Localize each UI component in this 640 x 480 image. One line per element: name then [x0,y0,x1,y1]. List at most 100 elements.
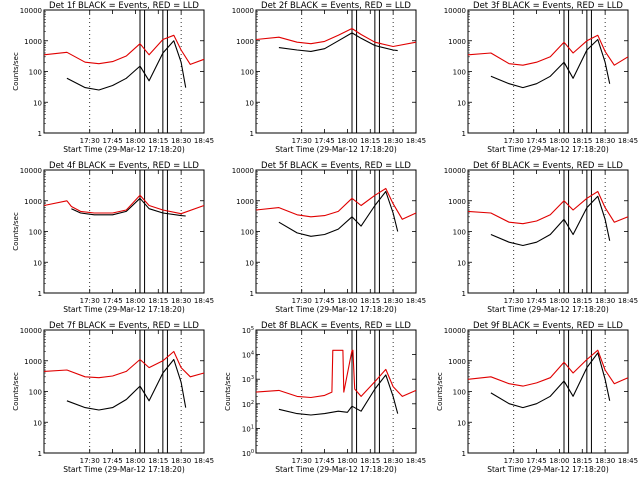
detector-plot-2: Det 2f BLACK = Events, RED = LLD 1 10 100 10… [232,1,426,154]
detector-plot-1: Det 1f BLACK = Events, RED = LLD 1 10 100 10… [12,1,214,154]
y-tick-label: 100 [29,229,42,237]
y-tick-label: 1000 [448,358,466,366]
y-tick-label: 1 [38,130,42,138]
x-axis-label: Start Time (29-Mar-12 17:18:20) [487,145,609,154]
x-tick-label: 18:45 [194,457,214,465]
plot-frame [467,9,629,134]
plot-frame [43,169,205,294]
y-tick-label: 10000 [232,167,254,175]
x-tick-label: 18:30 [171,137,191,145]
y-tick-label: 10 [457,99,466,107]
plot-frame [43,9,205,134]
x-tick-label: 17:30 [504,137,524,145]
x-axis-label: Start Time (29-Mar-12 17:18:20) [63,465,185,474]
y-axis-label: Counts/sec [12,372,20,411]
plot-title: Det 1f BLACK = Events, RED = LLD [49,1,199,11]
plot-title: Det 4f BLACK = Events, RED = LLD [49,161,199,171]
x-tick-label: 18:00 [337,457,357,465]
x-tick-label: 18:00 [337,137,357,145]
x-tick-label: 17:30 [80,137,100,145]
x-axis-label: Start Time (29-Mar-12 17:18:20) [275,305,397,314]
x-tick-label: 17:45 [102,137,122,145]
x-tick-label: 18:00 [125,137,145,145]
x-tick-label: 18:45 [406,457,426,465]
y-tick-label: 105 [242,326,254,335]
y-tick-label: 1000 [448,198,466,206]
y-tick-label: 100 [29,69,42,77]
y-tick-label: 100 [29,389,42,397]
y-tick-label: 100 [241,69,254,77]
lld-series-line [43,350,205,379]
y-tick-label: 10 [457,419,466,427]
y-tick-label: 1 [38,450,42,458]
plot-title: Det 6f BLACK = Events, RED = LLD [473,161,623,171]
y-tick-label: 102 [242,400,254,409]
x-tick-label: 18:30 [383,457,403,465]
x-axis-label: Start Time (29-Mar-12 17:18:20) [275,465,397,474]
y-tick-label: 100 [453,69,466,77]
plot-title: Det 3f BLACK = Events, RED = LLD [473,1,623,11]
y-tick-label: 10000 [20,327,42,335]
x-tick-label: 17:30 [504,457,524,465]
plot-title: Det 8f BLACK = Events, RED = LLD [261,321,411,331]
x-tick-label: 18:30 [595,457,615,465]
lld-series-line [467,34,629,66]
x-tick-label: 18:15 [360,457,380,465]
y-tick-label: 1000 [448,38,466,46]
y-tick-label: 1000 [24,358,42,366]
lld-series-line [467,349,629,387]
plot-title: Det 7f BLACK = Events, RED = LLD [49,321,199,331]
x-axis-label: Start Time (29-Mar-12 17:18:20) [487,465,609,474]
y-tick-label: 101 [242,424,254,433]
y-axis-label: Counts/sec [12,212,20,251]
x-tick-label: 18:45 [406,297,426,305]
y-tick-label: 10000 [20,7,42,15]
x-tick-label: 17:45 [526,457,546,465]
x-tick-label: 17:45 [314,137,334,145]
x-axis-label: Start Time (29-Mar-12 17:18:20) [487,305,609,314]
x-tick-label: 17:30 [292,457,312,465]
y-tick-label: 100 [453,389,466,397]
events-series-line [490,195,611,247]
lld-series-line [467,190,629,225]
y-tick-label: 100 [241,229,254,237]
lld-series-line [43,194,205,215]
plot-frame [255,169,417,294]
x-tick-label: 18:45 [618,137,638,145]
y-tick-label: 103 [242,375,254,384]
y-tick-label: 10000 [444,167,466,175]
x-tick-label: 18:30 [383,137,403,145]
x-axis-label: Start Time (29-Mar-12 17:18:20) [275,145,397,154]
x-tick-label: 18:15 [572,457,592,465]
x-tick-label: 18:00 [125,297,145,305]
x-tick-label: 18:00 [125,457,145,465]
lld-series-line [255,187,417,220]
plot-frame [467,329,629,454]
y-tick-label: 1 [462,450,466,458]
x-tick-label: 18:45 [194,297,214,305]
detector-plot-5: Det 5f BLACK = Events, RED = LLD 1 10 100 10… [232,161,426,314]
x-tick-label: 17:30 [504,297,524,305]
y-axis-label: Counts/sec [224,372,232,411]
y-tick-label: 100 [453,229,466,237]
events-series-line [490,352,611,409]
lld-series-line [43,34,205,65]
detector-plot-9: Det 9f BLACK = Events, RED = LLD 1 10 100 10… [436,321,638,474]
x-tick-label: 18:30 [171,457,191,465]
x-tick-label: 18:15 [572,297,592,305]
x-tick-label: 17:45 [102,297,122,305]
y-tick-label: 10 [33,259,42,267]
x-tick-label: 18:15 [148,297,168,305]
x-tick-label: 18:30 [171,297,191,305]
x-tick-label: 18:15 [572,137,592,145]
x-tick-label: 17:45 [526,297,546,305]
x-tick-label: 18:15 [148,457,168,465]
x-tick-label: 17:45 [314,457,334,465]
y-tick-label: 1000 [236,38,254,46]
x-tick-label: 17:45 [526,137,546,145]
plot-frame [255,329,417,454]
lld-series-line [255,27,417,48]
x-tick-label: 18:30 [595,137,615,145]
lld-series-line [255,349,417,399]
y-tick-label: 100 [242,449,254,458]
